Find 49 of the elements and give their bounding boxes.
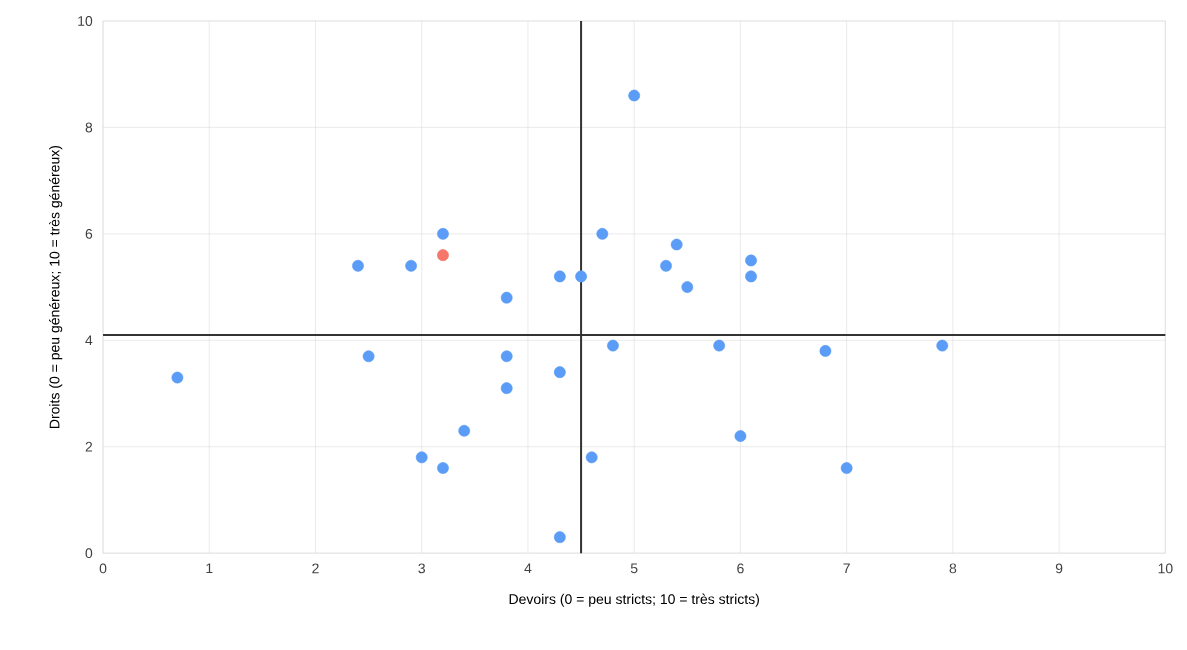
y-tick-label: 2 — [85, 442, 93, 452]
point — [437, 228, 449, 240]
point — [500, 382, 513, 395]
point — [745, 254, 757, 267]
point — [745, 270, 757, 283]
point — [553, 366, 566, 379]
point — [713, 339, 726, 352]
point — [437, 249, 449, 262]
x-tick-label: 1 — [206, 563, 213, 574]
point — [500, 350, 513, 363]
x-tick-label: 9 — [1055, 563, 1063, 574]
y-tick-label: 10 — [78, 16, 93, 27]
point — [585, 451, 598, 464]
x-tick-label: 5 — [630, 563, 638, 574]
x-tick-label: 2 — [312, 563, 319, 574]
point — [553, 270, 566, 283]
point — [500, 292, 513, 304]
y-tick-label: 6 — [85, 229, 93, 240]
x-tick-label: 3 — [418, 563, 426, 574]
y-tick-label: 8 — [85, 122, 93, 133]
point — [660, 260, 672, 272]
x-tick-label: 10 — [1158, 563, 1173, 574]
point — [362, 350, 375, 363]
x-tick-label: 6 — [737, 563, 744, 574]
point — [734, 430, 747, 443]
point — [352, 260, 364, 272]
point — [437, 462, 449, 475]
point — [936, 339, 949, 352]
point — [405, 260, 417, 272]
x-axis-title: Devoirs (0 = peu stricts; 10 = très stricts) — [509, 593, 759, 608]
y-tick-label: 0 — [85, 548, 93, 559]
x-tick-label: 7 — [843, 563, 850, 574]
point — [628, 89, 641, 102]
point — [607, 339, 619, 352]
point — [171, 371, 184, 384]
point — [575, 270, 587, 283]
y-tick-label: 4 — [85, 335, 93, 346]
x-tick-label: 8 — [949, 563, 957, 574]
point — [681, 281, 694, 294]
x-tick-label: 4 — [524, 563, 532, 574]
point — [670, 238, 683, 251]
point — [415, 451, 428, 464]
x-tick-label: 0 — [99, 563, 107, 574]
point — [819, 345, 832, 358]
point — [458, 425, 471, 437]
point — [840, 462, 853, 475]
y-axis-title: Droits (0 = peu généreux; 10 = très généreux) — [49, 146, 63, 429]
point — [596, 228, 609, 240]
point — [553, 531, 566, 544]
